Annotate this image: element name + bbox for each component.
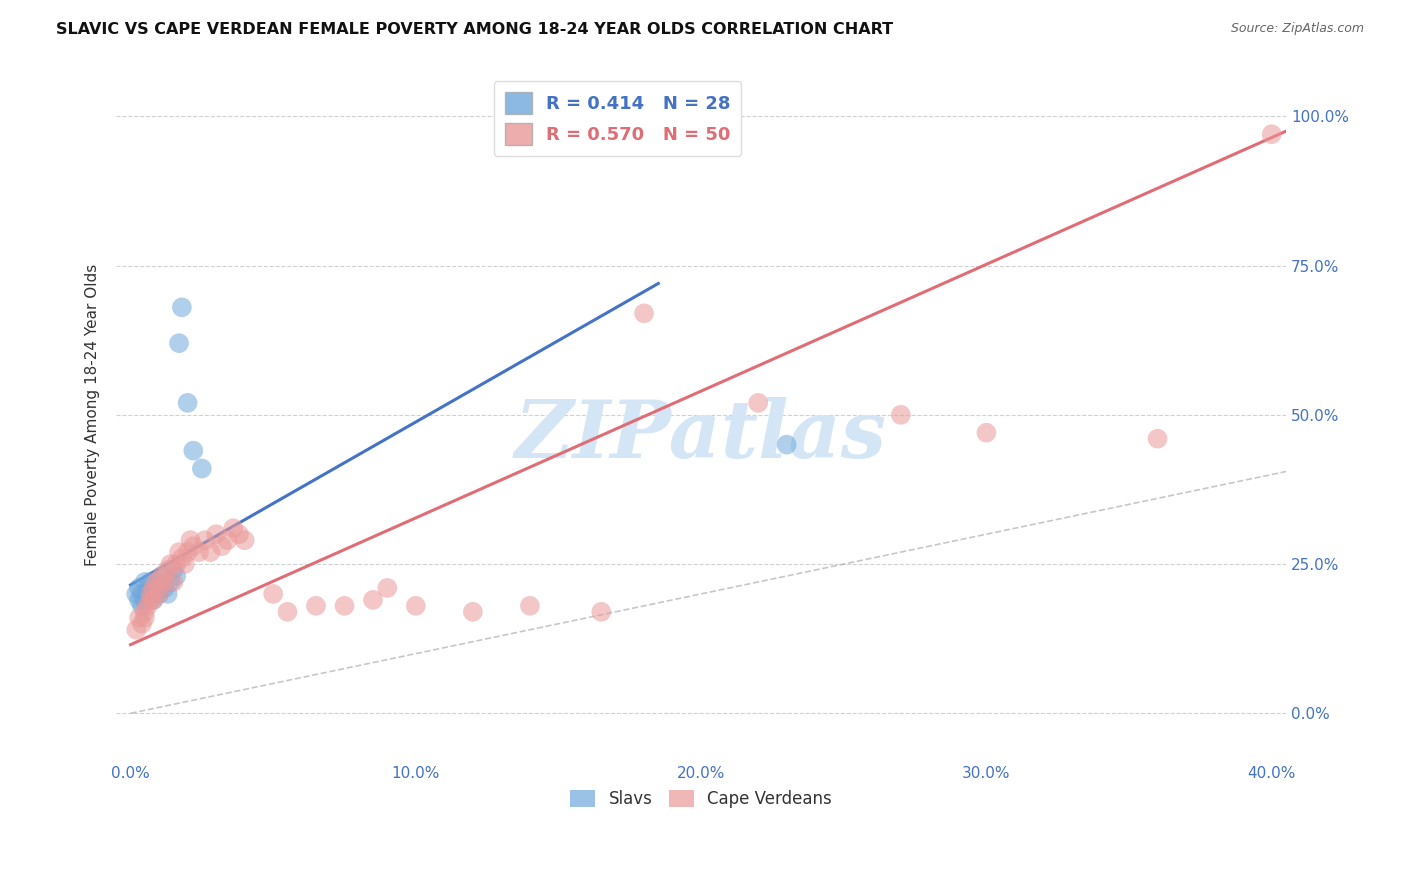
Text: SLAVIC VS CAPE VERDEAN FEMALE POVERTY AMONG 18-24 YEAR OLDS CORRELATION CHART: SLAVIC VS CAPE VERDEAN FEMALE POVERTY AM… bbox=[56, 22, 893, 37]
Point bbox=[162, 574, 184, 589]
Point bbox=[633, 306, 655, 320]
Point bbox=[145, 574, 167, 589]
Point bbox=[153, 581, 176, 595]
Point bbox=[162, 563, 184, 577]
Point bbox=[148, 581, 170, 595]
Point bbox=[148, 581, 170, 595]
Point bbox=[276, 605, 298, 619]
Point bbox=[148, 587, 170, 601]
Point bbox=[176, 545, 198, 559]
Point bbox=[228, 527, 250, 541]
Point bbox=[142, 593, 165, 607]
Point bbox=[131, 587, 153, 601]
Point bbox=[167, 545, 190, 559]
Point bbox=[128, 581, 150, 595]
Point bbox=[361, 593, 384, 607]
Point bbox=[150, 569, 173, 583]
Point bbox=[142, 581, 165, 595]
Point bbox=[205, 527, 228, 541]
Point bbox=[181, 539, 204, 553]
Point bbox=[976, 425, 998, 440]
Point bbox=[159, 557, 181, 571]
Point bbox=[128, 593, 150, 607]
Point bbox=[519, 599, 541, 613]
Point bbox=[165, 569, 187, 583]
Point bbox=[191, 461, 214, 475]
Point bbox=[217, 533, 239, 548]
Point bbox=[142, 593, 165, 607]
Point bbox=[233, 533, 256, 548]
Point bbox=[179, 533, 201, 548]
Point bbox=[305, 599, 328, 613]
Point bbox=[131, 616, 153, 631]
Point bbox=[134, 574, 156, 589]
Point bbox=[200, 545, 222, 559]
Point bbox=[173, 557, 195, 571]
Point bbox=[134, 605, 156, 619]
Point bbox=[165, 557, 187, 571]
Point bbox=[153, 574, 176, 589]
Point bbox=[125, 623, 148, 637]
Point bbox=[405, 599, 427, 613]
Legend: Slavs, Cape Verdeans: Slavs, Cape Verdeans bbox=[564, 783, 839, 815]
Point bbox=[139, 587, 162, 601]
Point bbox=[170, 301, 193, 315]
Point bbox=[222, 521, 245, 535]
Point bbox=[211, 539, 233, 553]
Point bbox=[167, 336, 190, 351]
Point bbox=[134, 611, 156, 625]
Point bbox=[159, 574, 181, 589]
Text: Source: ZipAtlas.com: Source: ZipAtlas.com bbox=[1230, 22, 1364, 36]
Point bbox=[156, 563, 179, 577]
Point bbox=[145, 574, 167, 589]
Point bbox=[139, 593, 162, 607]
Point bbox=[591, 605, 613, 619]
Point bbox=[150, 569, 173, 583]
Point bbox=[142, 581, 165, 595]
Point bbox=[125, 587, 148, 601]
Point bbox=[131, 599, 153, 613]
Point bbox=[148, 587, 170, 601]
Point bbox=[139, 574, 162, 589]
Point bbox=[890, 408, 912, 422]
Point bbox=[461, 605, 484, 619]
Point bbox=[188, 545, 211, 559]
Point bbox=[139, 587, 162, 601]
Y-axis label: Female Poverty Among 18-24 Year Olds: Female Poverty Among 18-24 Year Olds bbox=[86, 264, 100, 566]
Point bbox=[1260, 127, 1282, 141]
Point bbox=[128, 611, 150, 625]
Point bbox=[156, 587, 179, 601]
Point bbox=[1146, 432, 1168, 446]
Point bbox=[181, 443, 204, 458]
Point bbox=[136, 599, 159, 613]
Point bbox=[194, 533, 217, 548]
Point bbox=[262, 587, 284, 601]
Point bbox=[136, 581, 159, 595]
Point bbox=[176, 396, 198, 410]
Point bbox=[333, 599, 356, 613]
Point bbox=[375, 581, 398, 595]
Text: ZIPatlas: ZIPatlas bbox=[515, 397, 887, 475]
Point bbox=[134, 593, 156, 607]
Point bbox=[747, 396, 769, 410]
Point bbox=[136, 587, 159, 601]
Point bbox=[170, 551, 193, 566]
Point bbox=[776, 437, 799, 451]
